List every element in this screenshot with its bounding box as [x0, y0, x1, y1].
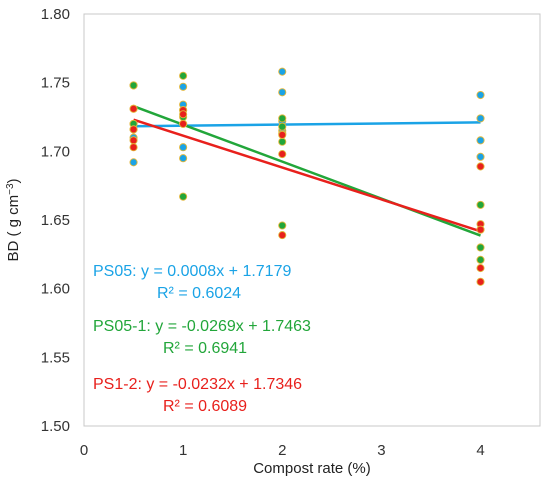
data-points	[129, 67, 485, 286]
trendlines	[133, 105, 481, 237]
ps1-2-equation: PS1-2: y = -0.0232x + 1.7346	[93, 376, 302, 393]
data-point-ps05	[179, 154, 188, 163]
data-point-ps1-2	[179, 119, 188, 128]
data-point-ps05-1	[278, 137, 287, 146]
trendline-ps05	[133, 121, 481, 128]
data-point-ps1-2	[476, 225, 485, 234]
data-point-ps1-2	[476, 277, 485, 286]
data-point-ps05	[476, 114, 485, 123]
data-point-ps1-2	[129, 136, 138, 145]
data-point-ps05	[476, 90, 485, 100]
y-axis-label: BD ( g cm−3)	[5, 178, 23, 261]
data-point-ps1-2	[278, 150, 287, 159]
ps05-1-r2: R² = 0.6941	[163, 340, 247, 357]
ps05-1-equation: PS05-1: y = -0.0269x + 1.7463	[93, 318, 311, 335]
x-tick-label: 3	[377, 442, 385, 459]
plot-area	[83, 13, 541, 427]
tick-labels: 0 1 2 3 4 1.50 1.55 1.60 1.65 1.70 1.75 1.80	[41, 6, 485, 459]
ps05-r2: R² = 0.6024	[157, 285, 241, 302]
x-tick-label: 1	[179, 442, 187, 459]
data-point-ps1-2	[476, 162, 485, 171]
data-point-ps05-1	[476, 255, 485, 264]
y-tick-label: 1.80	[41, 6, 70, 23]
data-point-ps1-2	[129, 104, 138, 113]
data-point-ps05-1	[179, 71, 188, 80]
data-point-ps1-2	[278, 130, 287, 139]
data-point-ps05-1	[476, 243, 485, 252]
data-point-ps05	[476, 152, 485, 161]
data-point-ps1-2	[179, 110, 188, 119]
data-point-ps1-2	[129, 143, 138, 152]
data-point-ps05-1	[179, 192, 188, 201]
ps05-equation: PS05: y = 0.0008x + 1.7179	[93, 263, 291, 280]
data-point-ps05	[278, 88, 287, 97]
data-point-ps05-1	[278, 122, 287, 131]
data-point-ps05	[179, 143, 188, 152]
x-axis-label: Compost rate (%)	[253, 460, 371, 477]
data-point-ps05-1	[278, 221, 287, 230]
data-point-ps05	[278, 67, 287, 76]
y-tick-label: 1.75	[41, 75, 70, 92]
data-point-ps05	[129, 158, 138, 167]
x-tick-label: 0	[80, 442, 88, 459]
data-point-ps05-1	[129, 81, 138, 90]
data-point-ps05-1	[476, 200, 485, 209]
data-point-ps1-2	[476, 264, 485, 273]
data-point-ps05	[476, 136, 485, 145]
data-point-ps05-1	[278, 114, 287, 123]
y-tick-label: 1.65	[41, 212, 70, 229]
x-tick-label: 2	[278, 442, 286, 459]
y-tick-label: 1.50	[41, 418, 70, 435]
y-tick-label: 1.55	[41, 349, 70, 366]
x-tick-label: 4	[476, 442, 484, 459]
data-point-ps05	[179, 82, 188, 91]
trendline-ps1-2	[133, 118, 481, 233]
y-tick-label: 1.60	[41, 281, 70, 298]
y-tick-label: 1.70	[41, 143, 70, 160]
data-point-ps1-2	[278, 231, 287, 240]
ps1-2-r2: R² = 0.6089	[163, 398, 247, 415]
data-point-ps1-2	[129, 125, 138, 134]
